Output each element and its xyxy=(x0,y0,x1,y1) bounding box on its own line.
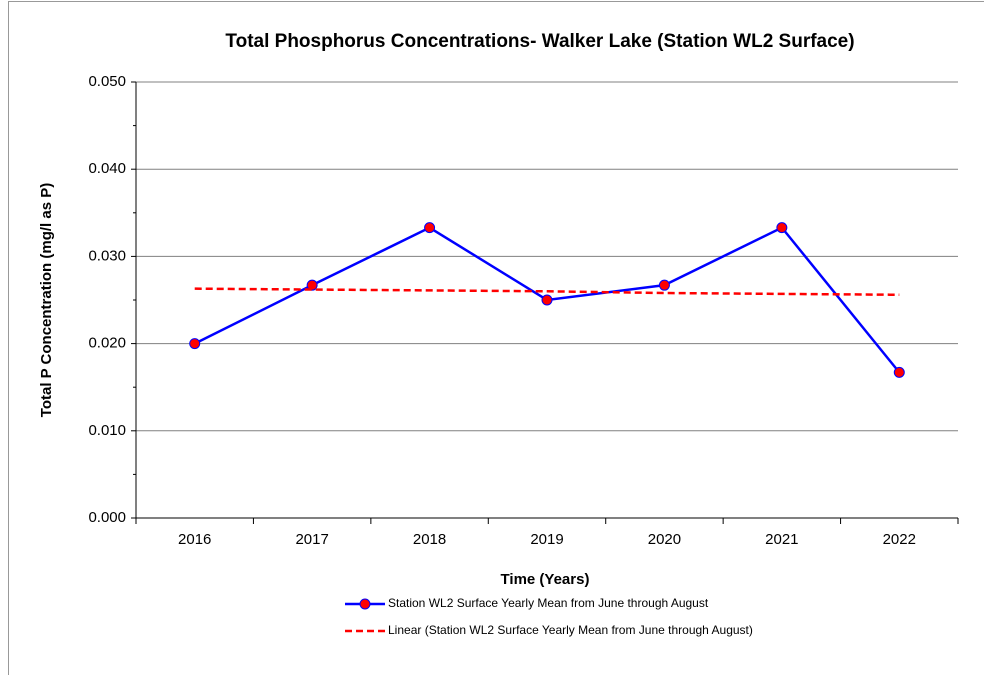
data-point xyxy=(893,366,905,378)
y-tick-label: 0.030 xyxy=(88,247,126,264)
data-point xyxy=(424,222,436,234)
data-point xyxy=(658,279,670,291)
x-tick-label: 2016 xyxy=(178,531,211,548)
data-point xyxy=(776,222,788,234)
legend-label: Station WL2 Surface Yearly Mean from Jun… xyxy=(388,596,709,610)
chart-frame xyxy=(8,1,984,675)
legend-marker xyxy=(359,598,371,610)
chart-title: Total Phosphorus Concentrations- Walker … xyxy=(225,31,854,52)
y-axis-label: Total P Concentration (mg/l as P) xyxy=(38,183,55,417)
series-line xyxy=(194,287,900,297)
x-tick-label: 2021 xyxy=(765,531,798,548)
data-point xyxy=(306,279,318,291)
y-tick-label: 0.000 xyxy=(88,509,126,526)
y-tick-label: 0.020 xyxy=(88,335,126,352)
x-tick-label: 2018 xyxy=(413,531,446,548)
legend-label: Linear (Station WL2 Surface Yearly Mean … xyxy=(388,623,753,637)
data-point xyxy=(541,294,553,306)
x-tick-label: 2022 xyxy=(883,531,916,548)
y-tick-label: 0.050 xyxy=(88,73,126,90)
data-point xyxy=(189,338,201,350)
x-tick-label: 2020 xyxy=(648,531,681,548)
x-axis-label: Time (Years) xyxy=(501,571,590,588)
y-tick-label: 0.010 xyxy=(88,422,126,439)
x-tick-label: 2017 xyxy=(295,531,328,548)
y-tick-label: 0.040 xyxy=(88,160,126,177)
x-tick-label: 2019 xyxy=(530,531,563,548)
